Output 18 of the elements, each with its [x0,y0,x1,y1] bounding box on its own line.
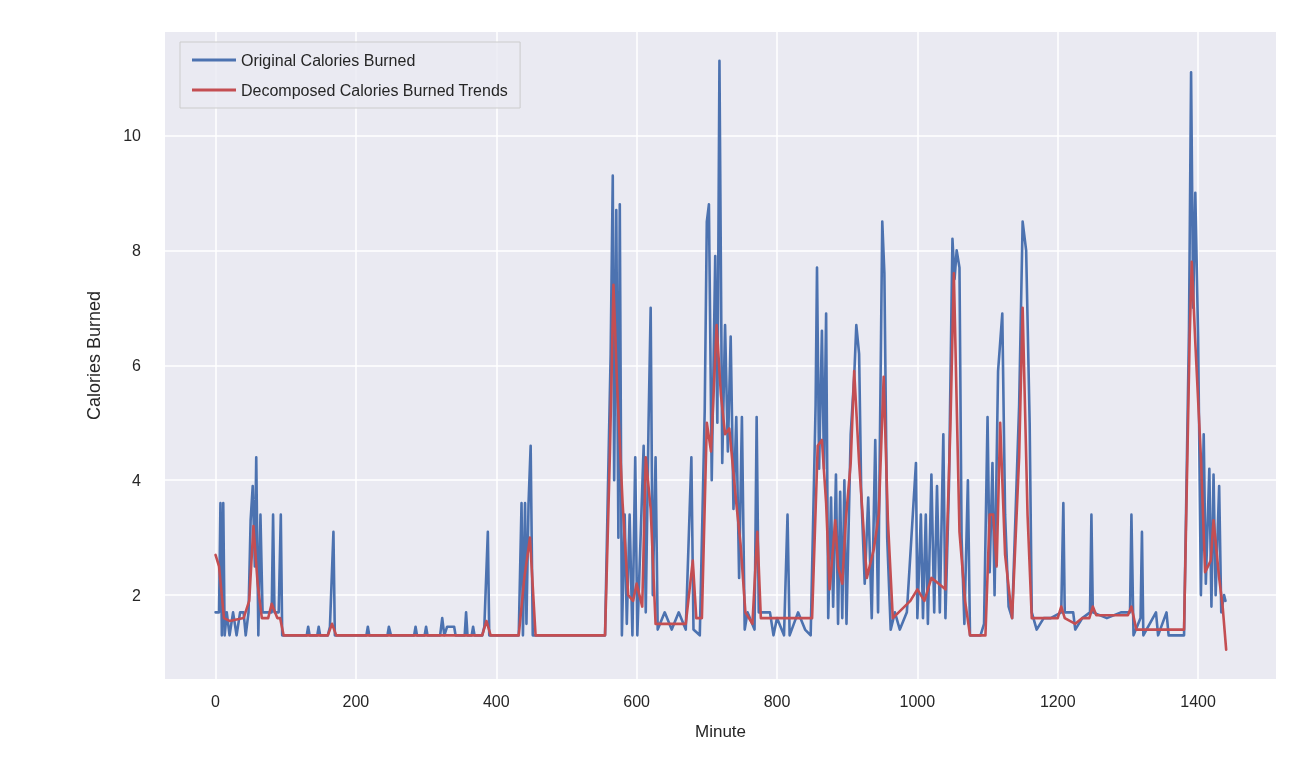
legend-label: Original Calories Burned [241,51,416,69]
y-tick-label: 10 [123,126,142,144]
x-axis-title: Minute [694,722,747,741]
x-tick-label: 200 [342,692,370,710]
line-series [214,260,1228,651]
y-tick-label: 2 [132,586,142,604]
y-tick-label: 4 [132,471,142,489]
y-tick-label: 8 [132,241,142,259]
x-tick-label: 1200 [1039,692,1076,710]
x-tick-label: 0 [211,692,221,710]
x-tick-label: 1000 [899,692,936,710]
x-tick-label: 800 [763,692,791,710]
x-tick-label: 600 [623,692,651,710]
legend-label: Decomposed Calories Burned Trends [241,81,508,99]
x-tick-label: 400 [482,692,510,710]
y-axis-title: Calories Burned [84,290,104,421]
x-tick-label: 1400 [1180,692,1216,710]
y-tick-label: 6 [132,356,142,374]
